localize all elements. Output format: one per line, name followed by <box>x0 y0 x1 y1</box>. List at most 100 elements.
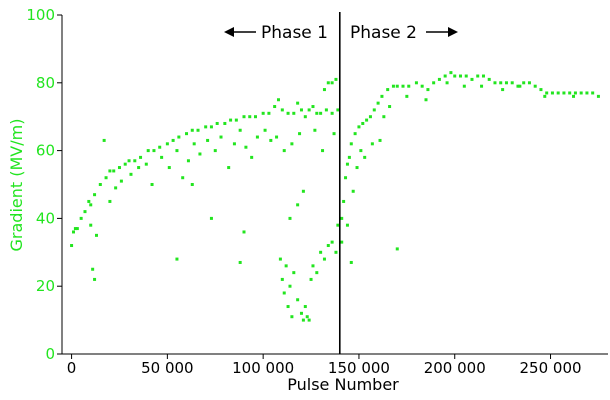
data-point <box>481 74 485 78</box>
data-point <box>280 277 284 281</box>
data-point <box>330 111 334 115</box>
data-point <box>89 203 93 207</box>
data-point <box>290 315 294 319</box>
data-point <box>175 149 179 153</box>
data-point <box>353 132 357 136</box>
y-tick-label: 80 <box>36 74 55 92</box>
left-arrow-head <box>224 27 234 37</box>
y-tick-label: 40 <box>36 209 55 227</box>
data-point <box>365 118 369 122</box>
x-tick-label: 50 000 <box>141 359 194 377</box>
data-point <box>213 149 217 153</box>
y-tick-label: 100 <box>26 6 55 24</box>
data-point <box>510 81 514 85</box>
data-point <box>361 121 365 125</box>
data-point <box>244 145 248 149</box>
data-point <box>242 230 246 234</box>
data-point <box>273 105 277 109</box>
data-point <box>550 91 554 95</box>
data-point <box>476 74 480 78</box>
data-point <box>516 84 520 88</box>
data-point <box>73 227 77 231</box>
data-point <box>322 257 326 261</box>
data-point <box>378 138 382 142</box>
data-point <box>301 189 305 193</box>
data-point <box>480 84 484 88</box>
x-tick-label: 250 000 <box>520 359 582 377</box>
data-point <box>372 108 376 112</box>
data-point <box>282 291 286 295</box>
data-point <box>286 305 290 309</box>
data-point <box>267 111 271 115</box>
data-point <box>219 135 223 139</box>
data-point <box>171 138 175 142</box>
data-point <box>324 108 328 112</box>
data-point <box>401 84 405 88</box>
phase-annotations <box>224 12 458 354</box>
data-point <box>313 128 317 132</box>
data-point <box>376 101 380 105</box>
data-point <box>388 105 392 109</box>
data-point <box>470 77 474 81</box>
data-point <box>102 138 106 142</box>
data-point <box>70 244 74 248</box>
data-point <box>75 227 79 231</box>
data-point <box>301 318 305 322</box>
data-point <box>349 142 353 146</box>
data-point <box>288 284 292 288</box>
data-point <box>288 216 292 220</box>
x-tick-label: 0 <box>67 359 77 377</box>
data-point <box>395 84 399 88</box>
data-point <box>209 216 213 220</box>
data-point <box>336 223 340 227</box>
data-point <box>572 94 576 98</box>
data-point <box>299 311 303 315</box>
data-point <box>368 115 372 119</box>
data-point <box>458 74 462 78</box>
data-point <box>340 240 344 244</box>
data-point <box>543 94 547 98</box>
x-axis-title: Pulse Number <box>287 375 399 394</box>
data-point <box>359 149 363 153</box>
data-point <box>296 203 300 207</box>
right-arrow-head <box>448 27 458 37</box>
data-point <box>424 98 428 102</box>
data-point <box>108 169 112 173</box>
data-point <box>91 267 95 271</box>
data-point <box>206 138 210 142</box>
data-point <box>98 183 102 186</box>
data-point <box>89 223 93 227</box>
data-point <box>263 128 267 132</box>
data-point <box>522 81 526 85</box>
data-point <box>87 199 91 203</box>
data-point <box>196 128 200 132</box>
y-axis-title: Gradient (MV/m) <box>7 119 26 252</box>
data-point <box>573 91 577 95</box>
data-point <box>160 155 164 159</box>
data-point <box>568 91 572 95</box>
data-point <box>94 233 98 237</box>
data-point <box>345 162 349 166</box>
data-point <box>319 111 323 115</box>
data-point <box>104 176 108 180</box>
data-point <box>296 298 300 302</box>
data-point <box>309 277 313 281</box>
y-tick-label: 0 <box>45 345 55 363</box>
data-point <box>152 149 156 153</box>
data-point <box>347 155 351 159</box>
data-point <box>250 155 254 159</box>
phase-1-label: Phase 1 <box>261 23 328 43</box>
data-point <box>579 91 583 95</box>
data-point <box>93 193 97 197</box>
data-point <box>370 142 374 146</box>
data-point <box>181 176 185 180</box>
data-point <box>292 271 296 275</box>
x-tick-label: 150 000 <box>328 359 390 377</box>
data-point <box>282 149 286 153</box>
data-point <box>290 142 294 146</box>
data-point <box>315 111 319 115</box>
y-tick-label: 20 <box>36 277 55 295</box>
data-point <box>276 98 280 102</box>
data-point <box>562 91 566 95</box>
data-point <box>453 74 457 78</box>
